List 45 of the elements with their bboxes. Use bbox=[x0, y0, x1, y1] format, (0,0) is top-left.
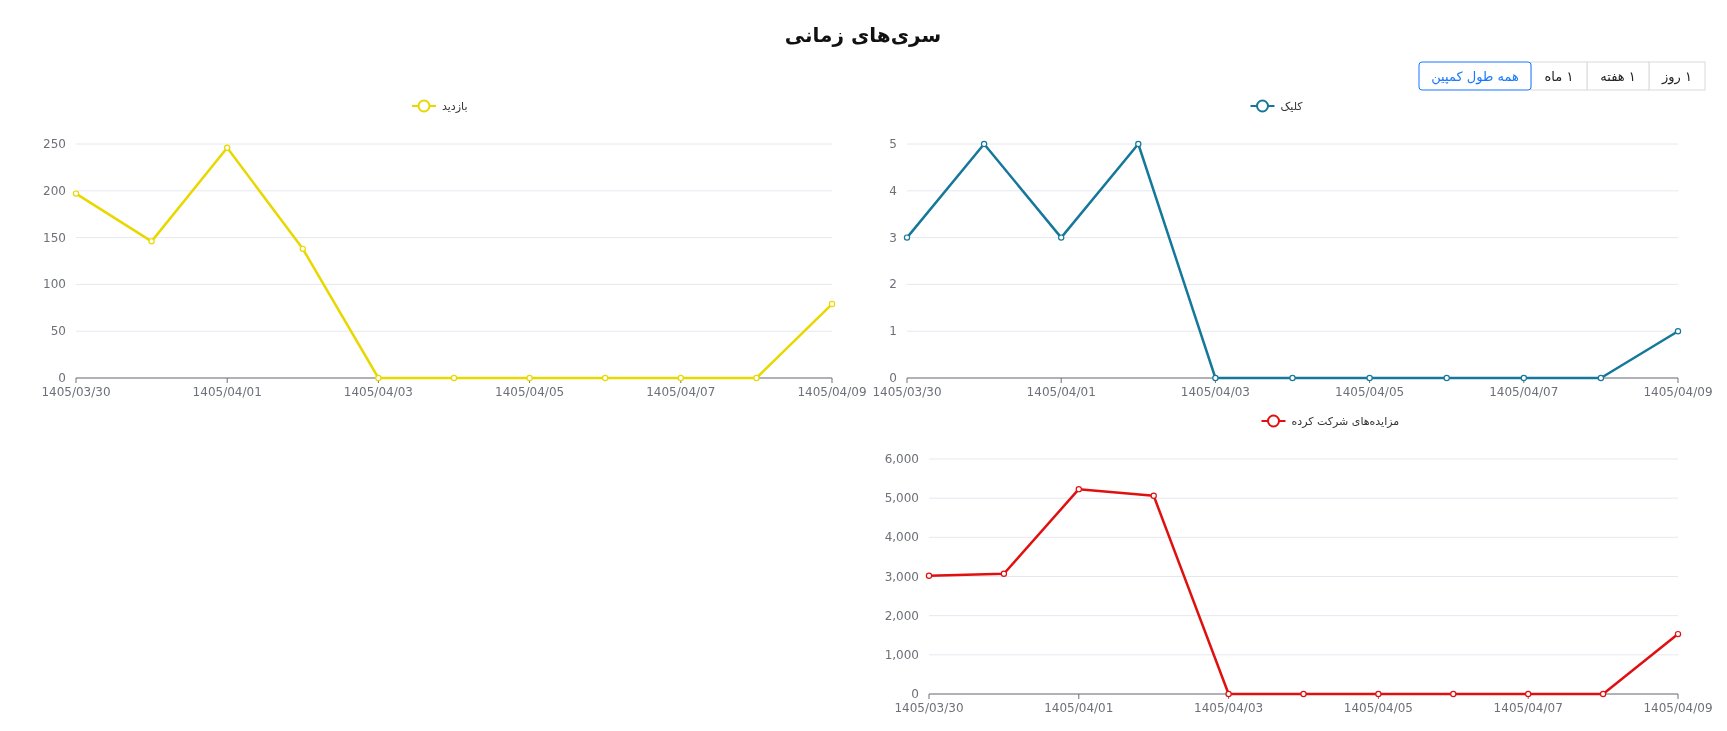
x-tick-label: 1405/04/05 bbox=[495, 385, 565, 399]
y-tick-label: 1 bbox=[889, 324, 897, 339]
legend-label: کلیک bbox=[1280, 100, 1304, 113]
y-tick-label: 3 bbox=[889, 230, 897, 245]
y-tick-label: 50 bbox=[50, 324, 66, 339]
y-tick-label: 1,000 bbox=[884, 647, 919, 662]
y-tick-label: 2,000 bbox=[884, 608, 919, 623]
y-tick-label: 5 bbox=[889, 137, 897, 151]
y-tick-label: 4,000 bbox=[884, 530, 919, 545]
x-tick-label: 1405/04/03 bbox=[1180, 385, 1250, 399]
x-tick-label: 1405/04/07 bbox=[1489, 385, 1559, 399]
y-tick-label: 150 bbox=[43, 230, 66, 245]
y-tick-label: 0 bbox=[58, 371, 66, 385]
x-tick-label: 1405/04/01 bbox=[1026, 385, 1096, 399]
y-tick-label: 0 bbox=[911, 687, 919, 701]
x-tick-label: 1405/03/30 bbox=[894, 701, 964, 715]
text: سری‌های زمانی bbox=[784, 23, 942, 47]
y-tick-label: 5,000 bbox=[884, 491, 919, 506]
x-tick-label: 1405/04/03 bbox=[343, 385, 413, 399]
legend-label: مزایده‌های شرکت کرده bbox=[1291, 415, 1400, 428]
x-tick-label: 1405/04/09 bbox=[1643, 701, 1713, 715]
x-tick-label: 1405/04/09 bbox=[1643, 385, 1713, 399]
x-tick-label: 1405/04/05 bbox=[1343, 701, 1413, 715]
y-tick-label: 0 bbox=[889, 371, 897, 385]
y-tick-label: 100 bbox=[43, 277, 66, 292]
y-tick-label: 4 bbox=[889, 183, 897, 198]
y-tick-label: 250 bbox=[43, 137, 66, 151]
x-tick-label: 1405/04/05 bbox=[1335, 385, 1405, 399]
y-tick-label: 2 bbox=[889, 277, 897, 292]
x-tick-label: 1405/04/01 bbox=[1044, 701, 1114, 715]
text: ۱ روز bbox=[1661, 69, 1692, 85]
x-tick-label: 1405/04/03 bbox=[1194, 701, 1264, 715]
x-tick-label: 1405/04/07 bbox=[1493, 701, 1563, 715]
x-tick-label: 1405/03/30 bbox=[41, 385, 111, 399]
text: ۱ هفته bbox=[1600, 69, 1636, 84]
x-tick-label: 1405/04/01 bbox=[192, 385, 262, 399]
y-tick-label: 200 bbox=[43, 183, 66, 198]
y-tick-label: 3,000 bbox=[884, 569, 919, 584]
y-tick-label: 6,000 bbox=[884, 452, 919, 466]
text: ۱ ماه bbox=[1544, 69, 1574, 84]
x-tick-label: 1405/04/07 bbox=[646, 385, 716, 399]
legend-label: بازدید bbox=[442, 100, 468, 113]
x-tick-label: 1405/03/30 bbox=[872, 385, 942, 399]
text: همه طول کمپین bbox=[1431, 69, 1519, 85]
x-tick-label: 1405/04/09 bbox=[797, 385, 867, 399]
